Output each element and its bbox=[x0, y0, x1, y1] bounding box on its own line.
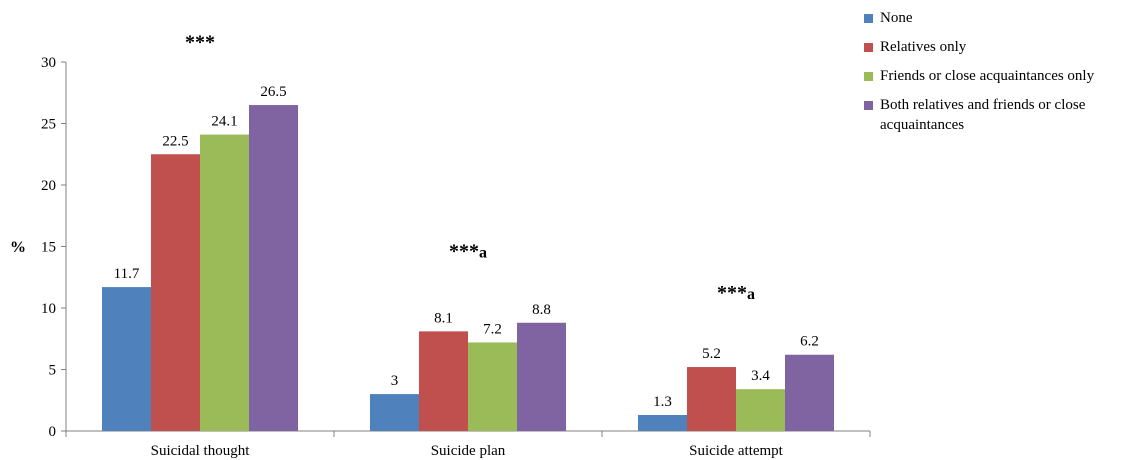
legend-item-relatives-only: Relatives only bbox=[864, 37, 1126, 57]
bar-value-label: 6.2 bbox=[800, 334, 819, 350]
bar-value-label: 26.5 bbox=[260, 84, 286, 100]
bar-value-label: 11.7 bbox=[114, 266, 140, 282]
legend-item-both: Both relatives and friends or close acqu… bbox=[864, 95, 1126, 135]
bar bbox=[200, 134, 249, 431]
legend-swatch-both bbox=[864, 101, 873, 110]
legend-item-friends-only: Friends or close acquaintances only bbox=[864, 66, 1126, 86]
bar bbox=[638, 415, 687, 431]
x-category-label: Suicide plan bbox=[431, 443, 506, 459]
significance-stars: *** bbox=[449, 240, 479, 262]
bar-value-label: 5.2 bbox=[702, 346, 721, 362]
bar-value-label: 24.1 bbox=[211, 114, 237, 130]
bar-value-label: 3 bbox=[391, 373, 399, 389]
bar bbox=[249, 105, 298, 432]
bar bbox=[419, 331, 468, 431]
significance-annotation: ***a bbox=[717, 282, 755, 304]
legend-label-both: Both relatives and friends or close acqu… bbox=[880, 97, 1086, 133]
y-axis-label: % bbox=[10, 239, 26, 256]
significance-annotation: ***a bbox=[449, 240, 487, 262]
bar bbox=[736, 389, 785, 431]
y-tick-label: 0 bbox=[49, 424, 57, 440]
x-category-label: Suicide attempt bbox=[689, 443, 784, 459]
bar bbox=[468, 342, 517, 431]
significance-stars: *** bbox=[185, 31, 215, 53]
y-tick-label: 10 bbox=[41, 301, 56, 317]
y-tick-label: 5 bbox=[49, 363, 57, 379]
legend-label-friends-only: Friends or close acquaintances only bbox=[880, 68, 1095, 84]
y-tick-label: 25 bbox=[41, 117, 56, 133]
significance-suffix: a bbox=[479, 244, 487, 261]
legend-swatch-relatives-only bbox=[864, 43, 873, 52]
bar bbox=[785, 354, 834, 431]
legend: None Relatives only Friends or close acq… bbox=[864, 8, 1126, 144]
bar-value-label: 8.8 bbox=[532, 302, 551, 318]
bar bbox=[102, 287, 151, 431]
bar-value-label: 7.2 bbox=[483, 321, 502, 337]
bar-value-label: 22.5 bbox=[162, 133, 188, 149]
significance-stars: *** bbox=[717, 282, 747, 304]
bar bbox=[687, 367, 736, 431]
legend-swatch-none bbox=[864, 14, 873, 23]
legend-label-relatives-only: Relatives only bbox=[880, 39, 967, 55]
bar bbox=[151, 154, 200, 431]
bar-value-label: 1.3 bbox=[653, 394, 672, 410]
bar bbox=[370, 394, 419, 431]
y-tick-label: 20 bbox=[41, 178, 56, 194]
x-category-label: Suicidal thought bbox=[151, 443, 251, 459]
bar-value-label: 8.1 bbox=[434, 310, 453, 326]
bar-value-label: 3.4 bbox=[751, 368, 770, 384]
significance-suffix: a bbox=[747, 286, 755, 303]
y-tick-label: 30 bbox=[41, 55, 56, 71]
bar bbox=[517, 322, 566, 431]
legend-item-none: None bbox=[864, 8, 1126, 28]
legend-swatch-friends-only bbox=[864, 72, 873, 81]
significance-annotation: *** bbox=[185, 31, 215, 53]
legend-label-none: None bbox=[880, 10, 913, 26]
y-tick-label: 15 bbox=[41, 240, 56, 256]
